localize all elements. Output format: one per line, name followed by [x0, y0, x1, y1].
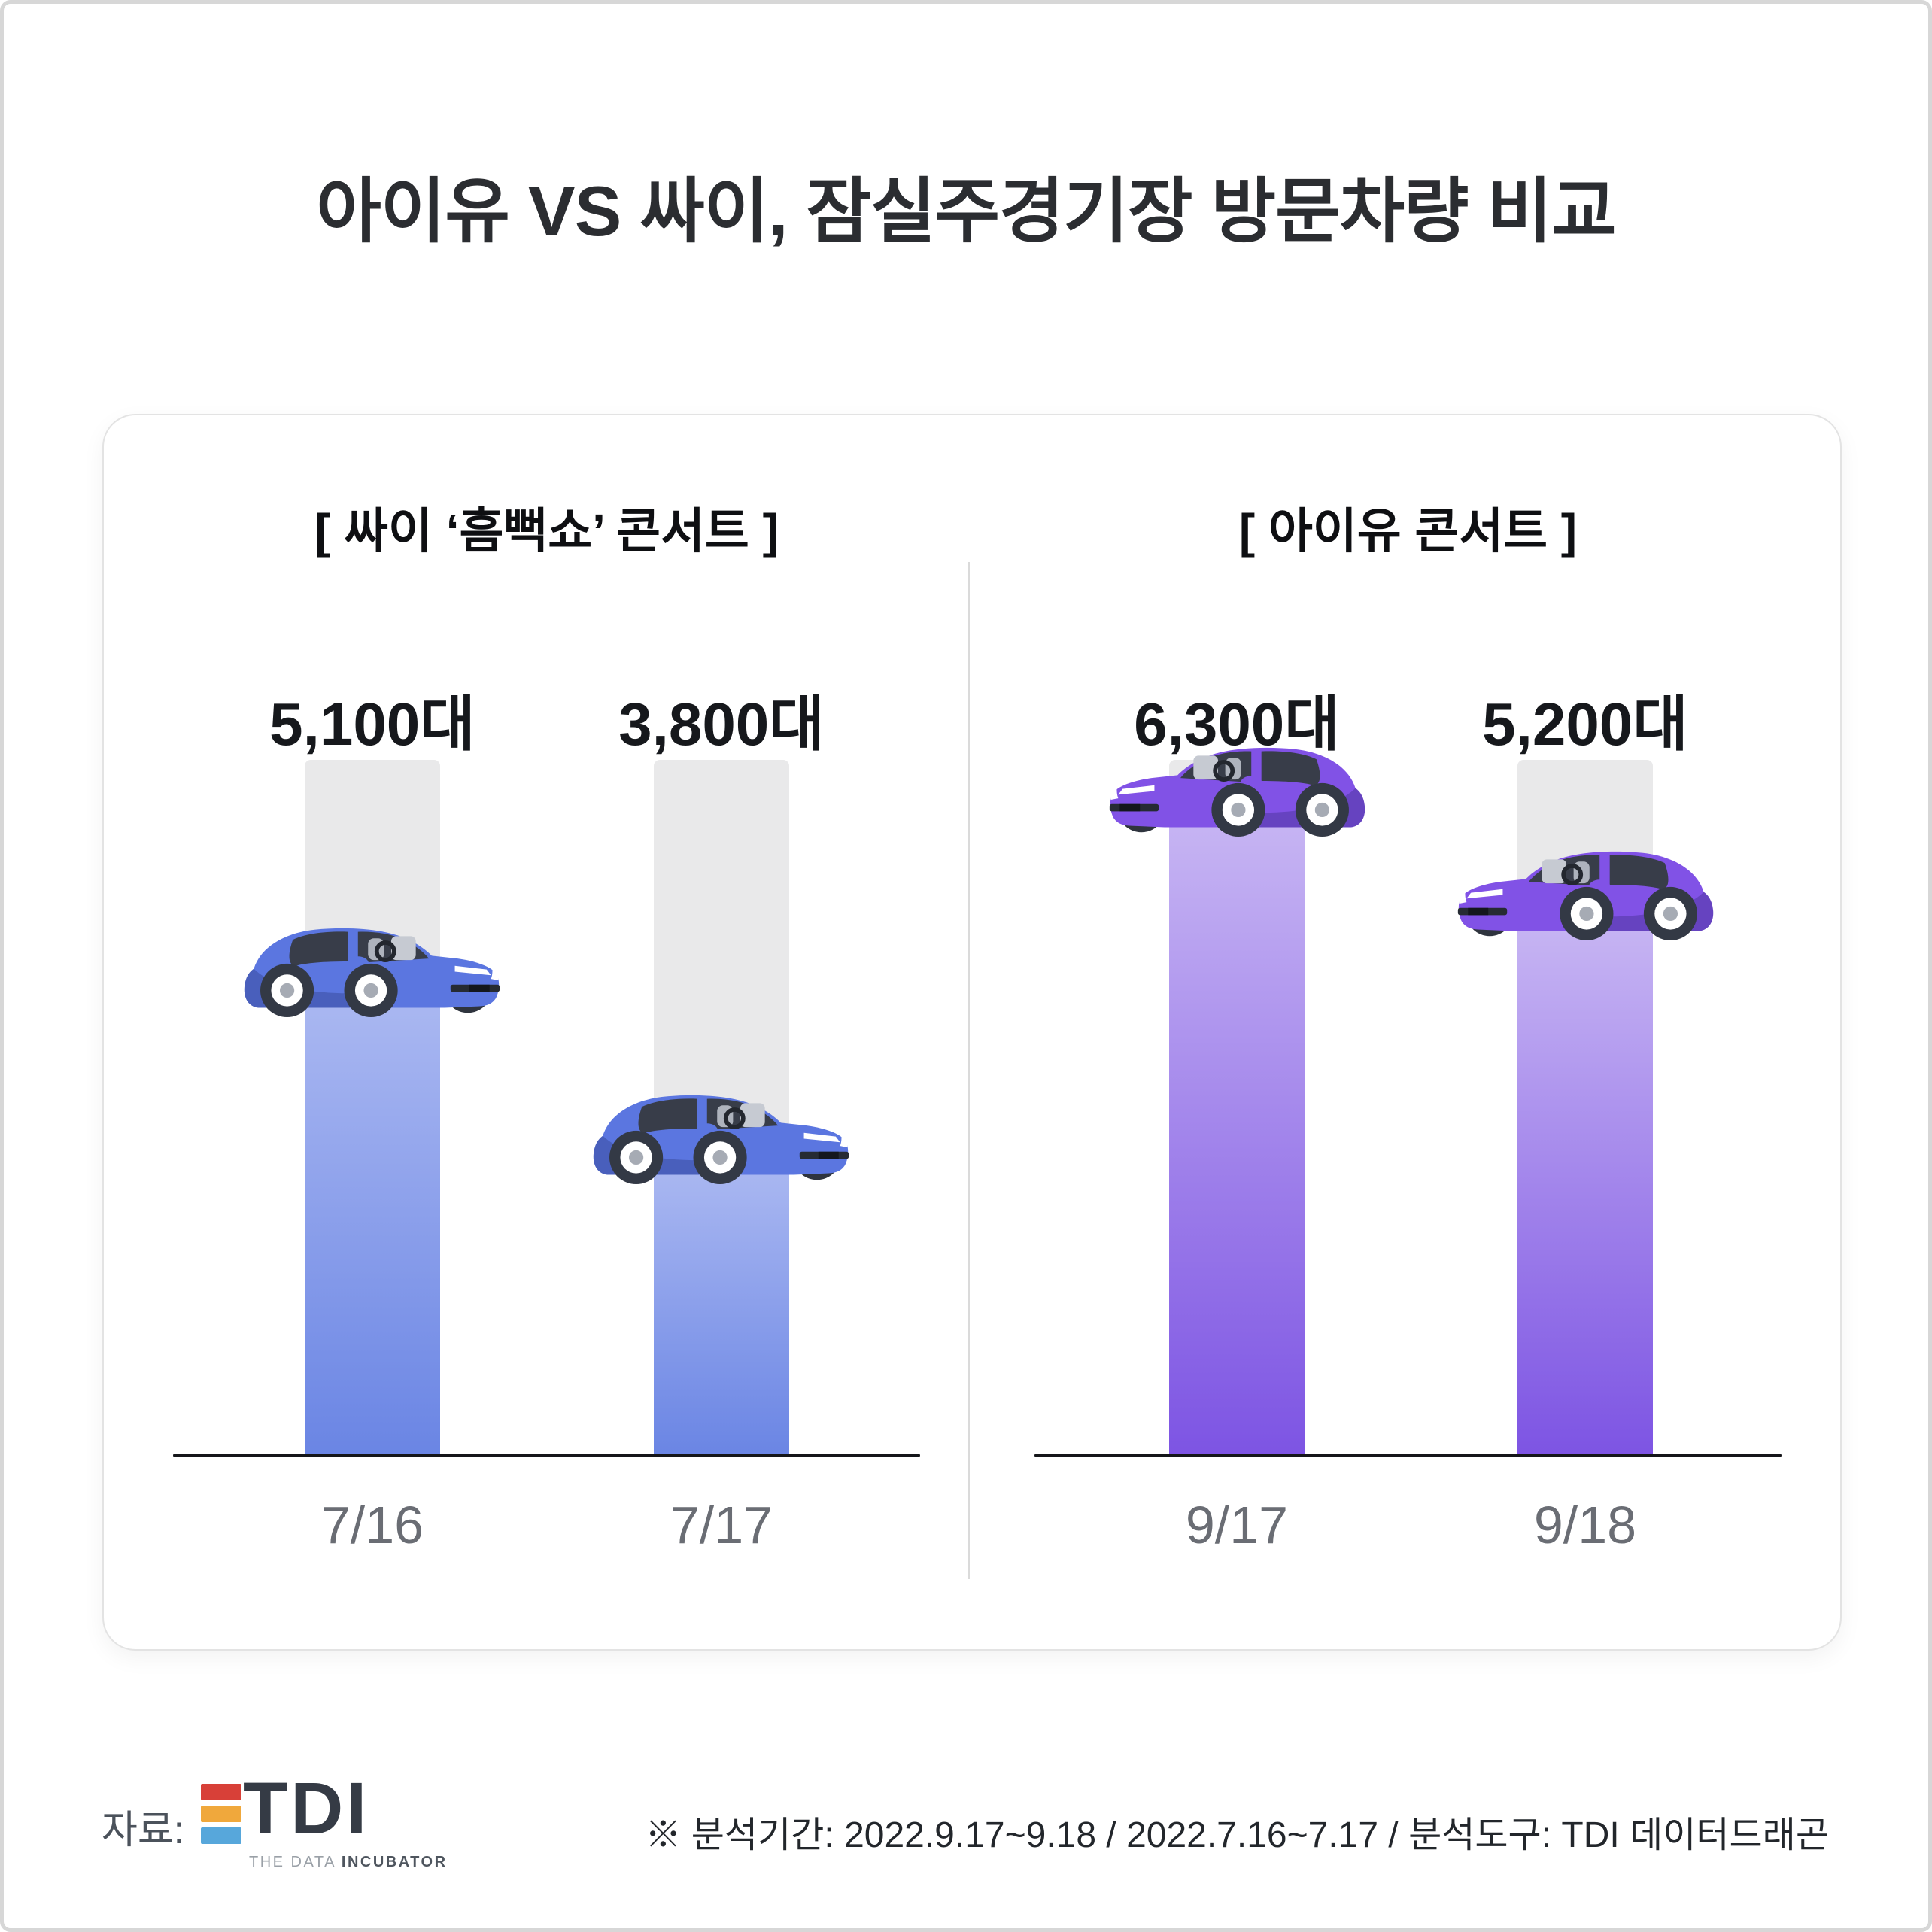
page-title: 아이유 VS 싸이, 잠실주경기장 방문차량 비교 [316, 172, 1616, 251]
date-label: 9/17 [1185, 1496, 1289, 1554]
bar [1169, 824, 1305, 1456]
car-icon-svg [1455, 847, 1715, 941]
tdi-logo-subtext: THE DATA INCUBATOR [249, 1854, 448, 1871]
car-icon-svg [591, 1091, 852, 1185]
value-label: 5,200대 [1482, 691, 1688, 758]
panel-header: [ 싸이 ‘흠뻑쇼’ 콘서트 ] [314, 504, 779, 558]
footer-note: ※ 분석기간: 2022.9.17~9.18 / 2022.7.16~7.17 … [645, 1815, 1829, 1855]
panel-divider [968, 562, 970, 1579]
car-icon-svg [1107, 743, 1367, 837]
panel-header: [ 아이유 콘서트 ] [1238, 504, 1578, 558]
bar [1517, 928, 1653, 1456]
car-icon [1455, 847, 1715, 941]
value-label: 3,800대 [618, 691, 825, 758]
logo-bar-orange [201, 1806, 242, 1822]
logo-bar-blue [201, 1827, 242, 1844]
value-label: 5,100대 [269, 691, 475, 758]
car-icon [1107, 743, 1367, 837]
car-icon-svg [242, 924, 503, 1018]
date-label: 9/18 [1533, 1496, 1637, 1554]
axis-baseline [173, 1454, 920, 1457]
logo-bar-red [201, 1784, 242, 1800]
tdi-logo: TDI [243, 1767, 370, 1849]
source-label: 자료: [102, 1809, 185, 1852]
logo-subtext-bold: INCUBATOR [341, 1854, 448, 1870]
date-label: 7/16 [320, 1496, 424, 1554]
car-icon [242, 924, 503, 1018]
logo-subtext-light: THE DATA [249, 1854, 342, 1870]
car-icon [591, 1091, 852, 1185]
value-label: 6,300대 [1134, 691, 1340, 758]
bar [654, 1171, 789, 1456]
bar [305, 1004, 440, 1456]
axis-baseline [1034, 1454, 1782, 1457]
tdi-logo-bars [201, 1784, 242, 1849]
date-label: 7/17 [670, 1496, 773, 1554]
